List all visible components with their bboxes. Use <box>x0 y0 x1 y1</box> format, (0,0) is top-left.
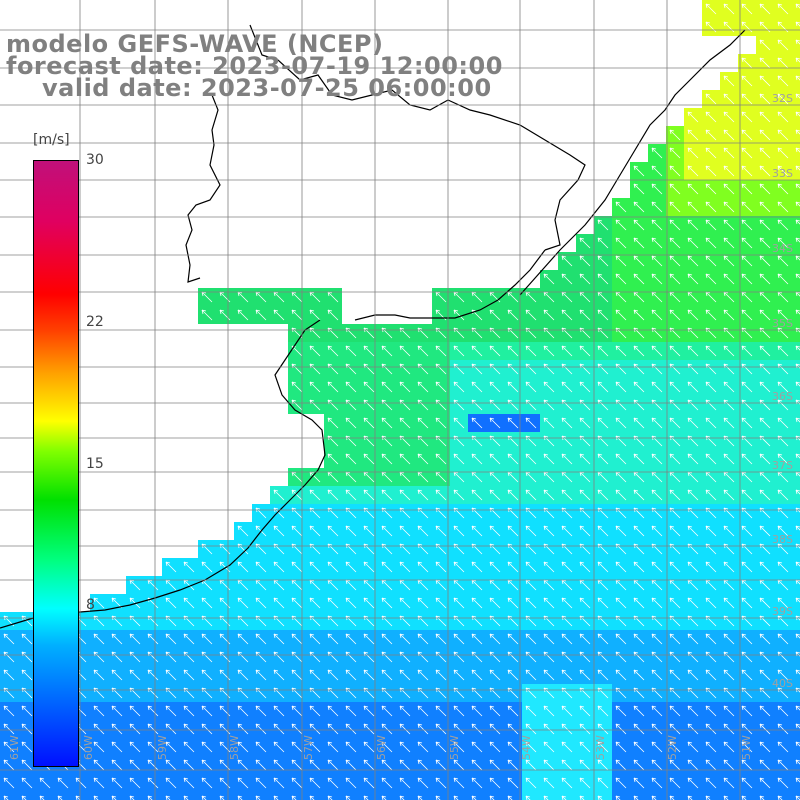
longitude-label: 60W <box>82 735 95 760</box>
longitude-labels: 61W 60W 59W 58W 57W 56W 55W 54W 53W 52W 51W <box>8 735 753 760</box>
longitude-label: 52W <box>666 735 679 760</box>
latitude-label: 39S <box>772 605 793 618</box>
longitude-label: 58W <box>228 735 241 760</box>
latitude-label: 38S <box>772 533 793 546</box>
colorbar-tick: 8 <box>86 597 95 614</box>
latitude-label: 32S <box>772 92 793 105</box>
colorbar <box>33 160 79 767</box>
longitude-label: 59W <box>156 735 169 760</box>
colorbar-tick: 30 <box>86 152 104 168</box>
longitude-label: 54W <box>520 735 533 760</box>
colorbar-tick: 15 <box>86 455 104 472</box>
latitude-label: 33S <box>772 167 793 180</box>
latitude-label: 37S <box>772 459 793 472</box>
longitude-label: 56W <box>375 735 388 760</box>
latitude-label: 40S <box>772 677 793 690</box>
latitude-label: 35S <box>772 317 793 330</box>
colorbar-tick: 22 <box>86 313 104 330</box>
latitude-labels: 32S 33S 34S 35S 36S 37S 38S 39S 40S <box>772 92 793 690</box>
longitude-label: 55W <box>448 735 461 760</box>
coastline-uruguay-brazil <box>519 29 746 296</box>
longitude-label: 61W <box>8 735 21 760</box>
longitude-label: 53W <box>594 735 607 760</box>
coastline-argentina <box>0 319 326 629</box>
valid-date: valid date: 2023-07-25 06:00:00 <box>42 74 492 102</box>
coastline-north <box>185 94 221 283</box>
longitude-label: 51W <box>740 735 753 760</box>
model-title: modelo GEFS-WAVE (NCEP) <box>6 30 384 58</box>
latitude-label: 34S <box>772 242 793 255</box>
latitude-label: 36S <box>772 390 793 403</box>
longitude-label: 57W <box>302 735 315 760</box>
colorbar-unit: [m/s] <box>33 132 70 148</box>
forecast-date: forecast date: 2023-07-19 12:00:00 <box>6 52 503 80</box>
